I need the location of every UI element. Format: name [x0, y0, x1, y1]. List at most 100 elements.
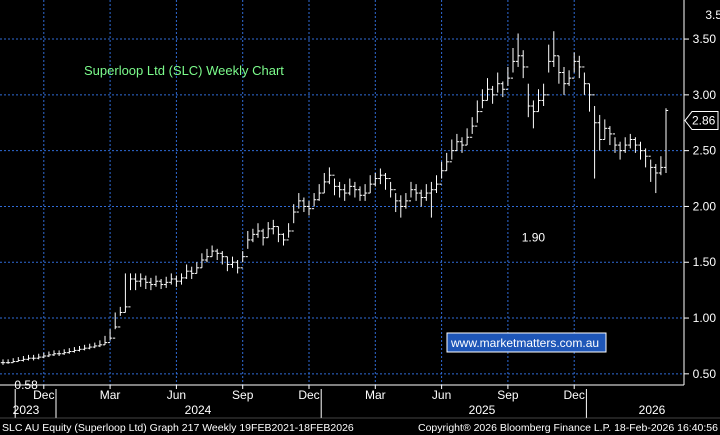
watermark-text: www.marketmatters.com.au: [450, 336, 599, 350]
x-month-label: Dec: [33, 388, 54, 402]
ohlc-bar: [582, 66, 587, 95]
y-tick-label: 3.00: [693, 88, 717, 102]
ohlc-bar: [490, 85, 495, 104]
ohlc-bar: [521, 50, 526, 79]
ohlc-bar: [169, 273, 174, 285]
ohlc-bar: [215, 248, 220, 261]
ohlc-bar: [444, 152, 449, 172]
ohlc-bar: [429, 181, 434, 218]
ohlc-bar: [291, 204, 296, 232]
last-price-label: 2.86: [692, 114, 716, 128]
ohlc-bar: [373, 172, 378, 187]
ohlc-bar: [464, 128, 470, 146]
x-month-label: Mar: [365, 388, 386, 402]
ohlc-bar: [495, 72, 500, 96]
ohlc-bar: [536, 89, 541, 113]
ohlc-bar: [454, 133, 460, 152]
last-price-marker: 2.86: [684, 111, 719, 131]
ohlc-bar: [189, 266, 194, 279]
ohlc-bar: [0, 359, 6, 365]
ohlc-bar: [311, 193, 317, 210]
ohlc-bar: [643, 148, 648, 168]
ohlc-bar: [77, 345, 82, 352]
ohlc-bar: [56, 350, 62, 356]
ohlc-bar: [225, 256, 230, 272]
ohlc-bar: [209, 245, 215, 258]
ohlc-bar: [174, 275, 179, 287]
price-annotation: 3.57: [705, 8, 720, 22]
ohlc-bar: [362, 184, 368, 201]
ohlc-bar: [62, 349, 67, 355]
ohlc-bar: [240, 251, 245, 269]
ohlc-bar: [194, 262, 199, 274]
y-tick-label: 2.00: [693, 199, 717, 213]
ohlc-bar: [419, 189, 424, 207]
ohlc-bar: [475, 100, 480, 127]
ohlc-bar: [459, 137, 465, 153]
ohlc-bar: [153, 275, 159, 287]
x-month-label: Dec: [298, 388, 319, 402]
ohlc-bar: [566, 70, 572, 86]
ohlc-bar: [403, 193, 409, 209]
ohlc-bar: [480, 89, 485, 113]
x-month-label: Sep: [497, 388, 519, 402]
ohlc-bar: [551, 31, 556, 67]
ohlc-bar: [31, 354, 36, 361]
ohlc-bar: [500, 81, 505, 98]
ohlc-bar: [607, 126, 613, 146]
ohlc-bar: [327, 167, 332, 185]
ohlc-bar: [184, 264, 189, 279]
footer-right: Copyright® 2026 Bloomberg Finance L.P. 1…: [418, 422, 718, 434]
ohlc-bar: [271, 219, 276, 235]
price-annotation: 1.90: [522, 231, 546, 245]
ohlc-bar: [617, 141, 623, 160]
ohlc-bar: [434, 175, 439, 194]
ohlc-bar: [623, 137, 628, 153]
ohlc-bar: [383, 172, 388, 190]
ohlc-bar: [118, 306, 123, 328]
ohlc-bar: [602, 119, 607, 140]
x-month-label: Jun: [167, 388, 186, 402]
ohlc-bar: [11, 358, 16, 364]
ohlc-bar: [572, 52, 577, 79]
ohlc-bar: [505, 66, 511, 90]
ohlc-bar: [16, 357, 21, 363]
ohlc-bar: [317, 184, 322, 201]
ohlc-bar: [138, 273, 143, 287]
ohlc-bar: [143, 275, 148, 290]
ohlc-bar: [378, 168, 383, 185]
ohlc-bar: [276, 226, 281, 243]
ohlc-bar: [179, 273, 184, 285]
ohlc-bar: [633, 137, 638, 153]
ohlc-bar: [199, 253, 205, 269]
ohlc-bar: [164, 276, 169, 288]
ohlc-bar: [592, 94, 597, 179]
ohlc-bar: [26, 354, 31, 361]
ohlc-bar: [286, 223, 291, 241]
ohlc-bar: [638, 141, 643, 160]
ohlc-bar: [515, 33, 521, 67]
ohlc-bar: [413, 184, 419, 201]
ohlc-bar: [107, 329, 113, 344]
ohlc-bar: [352, 181, 358, 198]
ohlc-bar: [235, 260, 240, 274]
ohlc-bar: [250, 228, 256, 243]
ohlc-bar: [245, 231, 250, 258]
ohlc-bar: [21, 355, 26, 362]
ohlc-bar: [531, 100, 536, 129]
ohlc-bar: [296, 193, 301, 213]
ohlc-bar: [449, 139, 454, 163]
ohlc-bar: [408, 181, 414, 202]
ohlc-bar: [133, 273, 138, 291]
ohlc-bar: [123, 273, 128, 313]
price-annotations: 3.57 1.90 0.58: [14, 8, 720, 392]
ohlc-bar: [342, 184, 347, 201]
ohlc-bar: [301, 197, 307, 213]
ohlc-bar: [204, 248, 210, 263]
ohlc-bar: [51, 350, 57, 356]
ohlc-bar: [628, 133, 633, 149]
ohlc-bar: [648, 155, 653, 182]
